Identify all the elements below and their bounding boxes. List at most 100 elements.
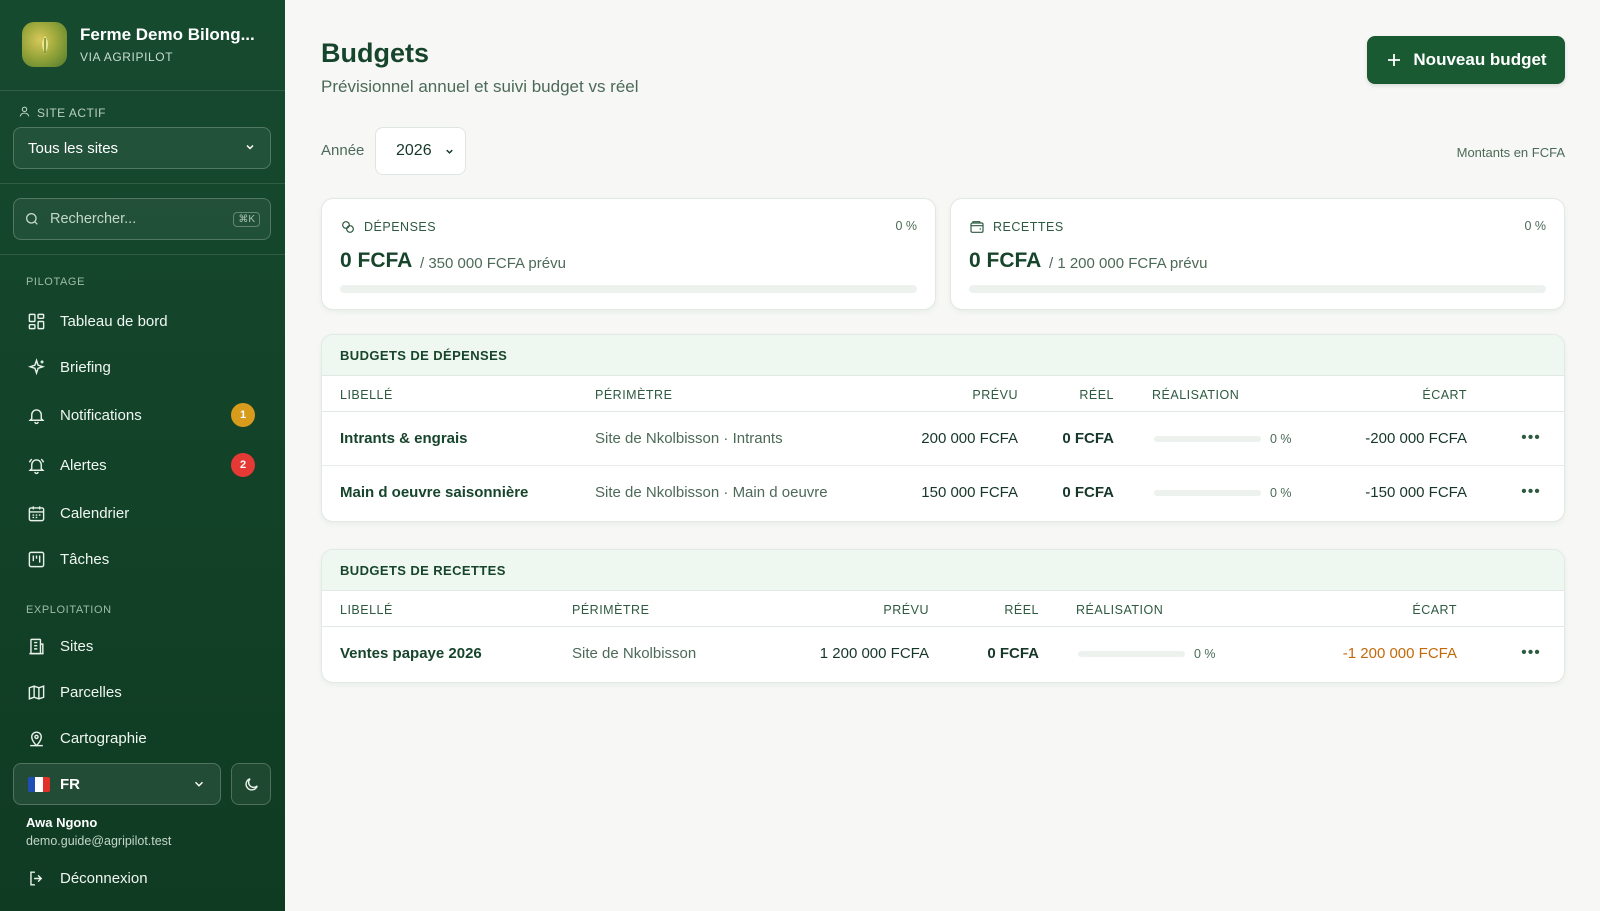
site-select-value: Tous les sites [28, 139, 119, 157]
year-select[interactable]: 2026 [375, 127, 466, 175]
row-percent: 0 % [1270, 486, 1292, 500]
nav-item-alerts[interactable]: Alertes 2 [13, 446, 271, 484]
bell-icon [26, 405, 46, 425]
logout-label: Déconnexion [60, 869, 148, 887]
nav-item-tasks[interactable]: Tâches [13, 540, 271, 578]
col-actual: RÉEL [1079, 388, 1114, 402]
col-scope: PÉRIMÈTRE [595, 388, 673, 402]
year-value: 2026 [396, 142, 432, 159]
row-variance: -200 000 FCFA [1365, 430, 1467, 447]
brand-subtitle: VIA AGRIPILOT [80, 50, 174, 64]
language-value: FR [60, 775, 80, 793]
kanban-icon [26, 549, 46, 569]
nav-label: Parcelles [60, 683, 122, 701]
row-percent: 0 % [1194, 647, 1216, 661]
income-summary-card: RECETTES 0 % 0 FCFA / 1 200 000 FCFA pré… [950, 198, 1565, 310]
row-planned: 150 000 FCFA [921, 484, 1018, 501]
more-horizontal-icon: ••• [1521, 644, 1541, 661]
expenses-planned: / 350 000 FCFA prévu [420, 255, 566, 272]
col-variance: ÉCART [1412, 603, 1457, 617]
nav-label: Calendrier [60, 504, 130, 522]
expenses-percent: 0 % [895, 219, 917, 233]
expenses-progress-bar [340, 285, 917, 293]
table-row[interactable]: Ventes papaye 2026 Site de Nkolbisson 1 … [322, 627, 1564, 681]
brand-header[interactable]: Ferme Demo Bilong... VIA AGRIPILOT [0, 0, 285, 91]
nav-item-sites[interactable]: Sites [13, 627, 271, 665]
theme-toggle-button[interactable] [231, 763, 271, 805]
coins-icon [340, 219, 356, 235]
farm-logo-icon [22, 22, 67, 67]
nav-item-calendar[interactable]: Calendrier [13, 494, 271, 532]
search-icon [24, 211, 40, 227]
calendar-icon [26, 503, 46, 523]
more-horizontal-icon: ••• [1521, 483, 1541, 500]
row-planned: 200 000 FCFA [921, 430, 1018, 447]
table-row[interactable]: Main d oeuvre saisonnière Site de Nkolbi… [322, 466, 1564, 520]
row-more-button[interactable]: ••• [1517, 478, 1545, 506]
row-actual: 0 FCFA [1062, 430, 1114, 447]
logout-button[interactable]: Déconnexion [13, 859, 271, 897]
site-select[interactable]: Tous les sites [13, 127, 271, 169]
income-budgets-title: BUDGETS DE RECETTES [322, 550, 1564, 591]
nav-label: Tâches [60, 550, 110, 568]
nav-label: Tableau de bord [60, 312, 168, 330]
row-planned: 1 200 000 FCFA [819, 645, 929, 662]
search-input[interactable]: Rechercher... ⌘K [13, 198, 271, 240]
table-row[interactable]: Intrants & engrais Site de Nkolbisson · … [322, 412, 1564, 466]
nav-label: Notifications [60, 406, 142, 424]
row-variance: -150 000 FCFA [1365, 484, 1467, 501]
expenses-label-text: DÉPENSES [364, 220, 437, 234]
france-flag-icon [28, 776, 50, 792]
nav-item-dashboard[interactable]: Tableau de bord [13, 302, 271, 340]
income-percent: 0 % [1524, 219, 1546, 233]
sidebar: Ferme Demo Bilong... VIA AGRIPILOT SITE … [0, 0, 285, 911]
row-actual: 0 FCFA [1062, 484, 1114, 501]
col-planned: PRÉVU [883, 603, 929, 617]
col-scope: PÉRIMÈTRE [572, 603, 650, 617]
nav-item-parcels[interactable]: Parcelles [13, 673, 271, 711]
logout-icon [26, 868, 46, 888]
row-scope: Site de Nkolbisson · Main d oeuvre [595, 484, 828, 501]
farm-name: Ferme Demo Bilong... [80, 25, 255, 44]
section-title-exploitation: EXPLOITATION [26, 604, 112, 616]
row-label: Ventes papaye 2026 [340, 645, 482, 662]
nav-item-cartography[interactable]: Cartographie [13, 719, 271, 757]
wallet-icon [969, 219, 985, 235]
search-placeholder: Rechercher... [50, 211, 137, 227]
income-table-header: LIBELLÉ PÉRIMÈTRE PRÉVU RÉEL RÉALISATION… [322, 591, 1564, 627]
chevron-down-icon [444, 146, 455, 157]
currency-note: Montants en FCFA [1456, 145, 1565, 160]
row-progress-bar [1154, 436, 1261, 442]
row-more-button[interactable]: ••• [1517, 639, 1545, 667]
expenses-summary-card: DÉPENSES 0 % 0 FCFA / 350 000 FCFA prévu [321, 198, 936, 310]
row-more-button[interactable]: ••• [1517, 424, 1545, 452]
nav-label: Briefing [60, 358, 111, 376]
site-label-text: SITE ACTIF [37, 106, 107, 120]
expenses-amount: 0 FCFA [340, 249, 413, 272]
user-pin-icon [18, 105, 31, 121]
year-label: Année [321, 142, 365, 159]
user-name: Awa Ngono [26, 815, 98, 830]
income-label: RECETTES [969, 219, 1064, 235]
section-title-pilotage: PILOTAGE [26, 276, 85, 288]
language-select[interactable]: FR [13, 763, 221, 805]
col-actual: RÉEL [1004, 603, 1039, 617]
col-realization: RÉALISATION [1152, 388, 1240, 402]
expense-table-header: LIBELLÉ PÉRIMÈTRE PRÉVU RÉEL RÉALISATION… [322, 376, 1564, 412]
moon-icon [243, 776, 260, 793]
row-label: Intrants & engrais [340, 430, 468, 447]
divider [0, 254, 285, 255]
col-label: LIBELLÉ [340, 388, 393, 402]
nav-item-briefing[interactable]: Briefing [13, 348, 271, 386]
col-variance: ÉCART [1422, 388, 1467, 402]
income-label-text: RECETTES [993, 220, 1064, 234]
chevron-down-icon [244, 140, 256, 157]
more-horizontal-icon: ••• [1521, 429, 1541, 446]
row-scope: Site de Nkolbisson [572, 645, 697, 662]
plus-icon [1385, 51, 1403, 69]
sparkles-icon [26, 357, 46, 377]
new-budget-button[interactable]: Nouveau budget [1367, 36, 1565, 84]
divider [0, 183, 285, 184]
row-scope: Site de Nkolbisson · Intrants [595, 430, 783, 447]
nav-item-notifications[interactable]: Notifications 1 [13, 396, 271, 434]
